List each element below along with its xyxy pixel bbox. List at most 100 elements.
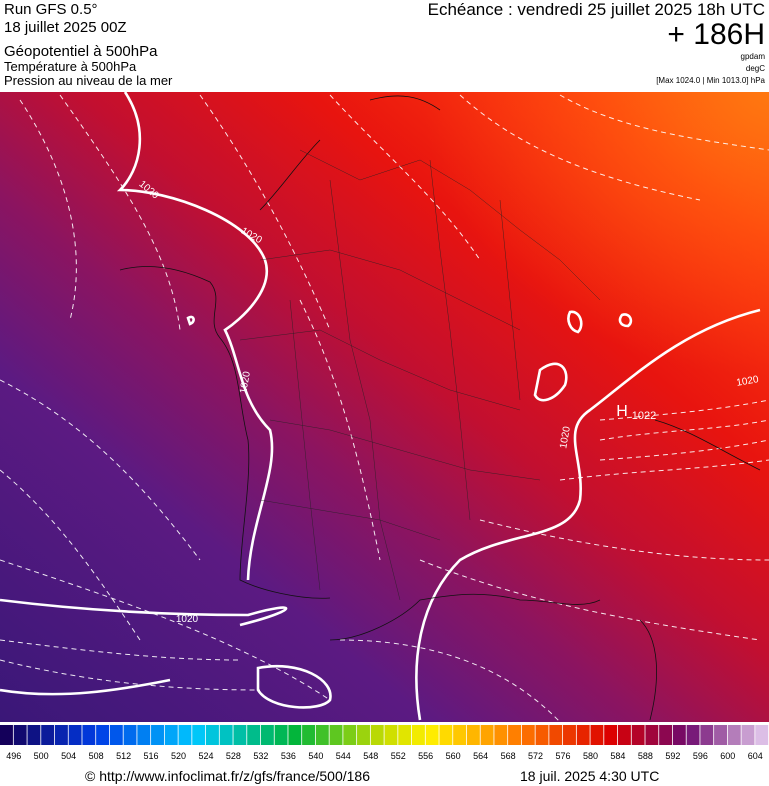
forecast: Echéance : vendredi 25 juillet 2025 18h … xyxy=(428,0,765,19)
color-swatch xyxy=(535,725,549,745)
legend-label: 584 xyxy=(610,751,625,761)
isobar xyxy=(0,598,288,627)
color-swatch xyxy=(205,725,219,745)
color-swatch xyxy=(302,725,316,745)
legend-label: 560 xyxy=(446,751,461,761)
high-pressure-label: H xyxy=(616,403,628,420)
color-swatch xyxy=(672,725,686,745)
temperature-contours xyxy=(0,94,769,722)
color-swatch xyxy=(109,725,123,745)
legend-label: 528 xyxy=(226,751,241,761)
color-swatch xyxy=(439,725,453,745)
color-swatch xyxy=(343,725,357,745)
color-swatch xyxy=(137,725,151,745)
color-swatch xyxy=(741,725,755,745)
color-swatch xyxy=(700,725,714,745)
legend-label: 520 xyxy=(171,751,186,761)
color-swatch xyxy=(27,725,41,745)
high-pressure-value: 1022 xyxy=(632,410,656,422)
color-swatch xyxy=(329,725,343,745)
color-swatch xyxy=(82,725,96,745)
color-swatch xyxy=(288,725,302,745)
color-swatch xyxy=(370,725,384,745)
unit: gpdam xyxy=(741,52,766,61)
color-swatch xyxy=(466,725,480,745)
color-swatch xyxy=(233,725,247,745)
color-swatch xyxy=(617,725,631,745)
map xyxy=(0,92,769,722)
field: Géopotentiel à 500hPa xyxy=(4,43,158,60)
isobar-label: 1020 xyxy=(558,425,573,449)
isobar-label: 1020 xyxy=(176,614,199,625)
color-swatch xyxy=(164,725,178,745)
color-swatch xyxy=(494,725,508,745)
legend-label: 512 xyxy=(116,751,131,761)
unit: degC xyxy=(746,64,765,73)
legend-label: 576 xyxy=(556,751,571,761)
legend-label: 600 xyxy=(720,751,735,761)
legend-label: 540 xyxy=(308,751,323,761)
color-swatch xyxy=(68,725,82,745)
isobar-label: 1020 xyxy=(238,370,253,394)
field-background xyxy=(0,92,769,722)
field: Température à 500hPa xyxy=(4,59,137,74)
color-swatch xyxy=(686,725,700,745)
legend-label: 508 xyxy=(89,751,104,761)
legend-label: 496 xyxy=(6,751,21,761)
source-url: © http://www.infoclimat.fr/z/gfs/france/… xyxy=(85,768,370,784)
color-swatch xyxy=(398,725,412,745)
legend-label: 564 xyxy=(473,751,488,761)
color-swatch xyxy=(576,725,590,745)
legend-label: 604 xyxy=(748,751,763,761)
legend-label: 568 xyxy=(501,751,516,761)
color-swatch xyxy=(54,725,68,745)
color-swatch xyxy=(631,725,645,745)
legend-label: 596 xyxy=(693,751,708,761)
legend-label: 504 xyxy=(61,751,76,761)
color-swatch xyxy=(590,725,604,745)
legend-label: 592 xyxy=(665,751,680,761)
legend-label: 548 xyxy=(363,751,378,761)
lead-time: + 186H xyxy=(667,18,765,51)
legend-label: 552 xyxy=(391,751,406,761)
isobar xyxy=(415,308,761,721)
color-swatch xyxy=(384,725,398,745)
color-swatch xyxy=(659,725,673,745)
legend-label: 556 xyxy=(418,751,433,761)
pressure-range: [Max 1024.0 | Min 1013.0] hPa xyxy=(656,76,765,85)
color-swatch xyxy=(714,725,728,745)
color-swatch xyxy=(219,725,233,745)
color-swatch xyxy=(521,725,535,745)
color-swatch xyxy=(453,725,467,745)
model: Run GFS 0.5° xyxy=(4,1,98,18)
legend-label: 536 xyxy=(281,751,296,761)
color-swatch xyxy=(549,725,563,745)
timestamp: 18 juil. 2025 4:30 UTC xyxy=(520,768,659,784)
isobar-label: 1020 xyxy=(736,374,760,389)
legend-label: 572 xyxy=(528,751,543,761)
color-swatch xyxy=(645,725,659,745)
legend-label: 532 xyxy=(253,751,268,761)
color-swatch xyxy=(178,725,192,745)
legend-label: 516 xyxy=(144,751,159,761)
color-swatch xyxy=(508,725,522,745)
run: 18 juillet 2025 00Z xyxy=(4,19,127,36)
color-swatch xyxy=(727,725,741,745)
color-swatch xyxy=(604,725,618,745)
field: Pression au niveau de la mer xyxy=(4,73,173,88)
color-swatch xyxy=(480,725,494,745)
isobar xyxy=(0,678,171,696)
isobar xyxy=(116,92,274,581)
color-swatch xyxy=(563,725,576,745)
color-swatch xyxy=(260,725,274,745)
borders xyxy=(239,149,601,601)
legend-label: 544 xyxy=(336,751,351,761)
color-swatch xyxy=(192,725,206,745)
color-swatch xyxy=(13,725,27,745)
color-swatch xyxy=(357,725,370,745)
isobar xyxy=(186,310,633,709)
legend-label: 588 xyxy=(638,751,653,761)
color-swatch xyxy=(425,725,439,745)
